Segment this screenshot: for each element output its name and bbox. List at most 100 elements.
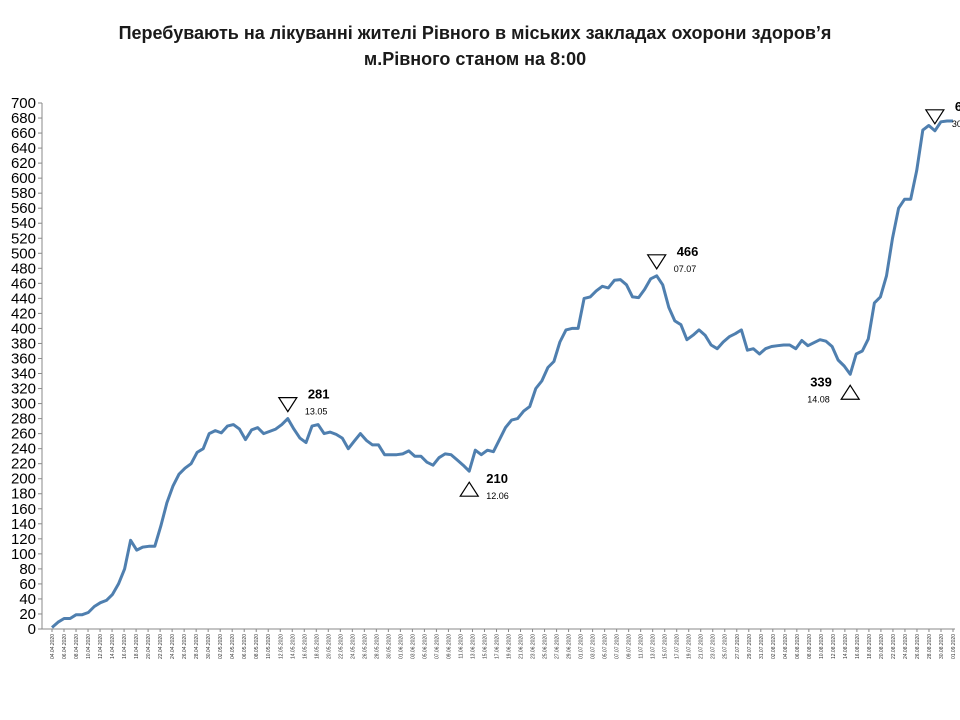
x-tick-label: 08.04.2020 [74,634,80,659]
x-tick-label: 09.06.2020 [446,634,452,659]
chart-axes [41,103,955,630]
x-tick-label: 30.04.2020 [206,634,212,659]
y-tick-label: 400 [11,320,36,337]
y-tick-label: 260 [11,426,36,443]
x-tick-label: 29.07.2020 [747,634,753,659]
y-axis-ticks: 0204060801001201401601802002202402602803… [11,95,42,638]
peak-marker-icon [277,397,298,413]
x-tick-label: 18.05.2020 [314,634,320,659]
x-tick-label: 08.08.2020 [807,634,813,659]
chart-title-line-2: м.Рівного станом на 8:00 [363,49,587,69]
y-tick-label: 580 [11,185,36,202]
annotation-value: 466 [677,244,699,259]
x-tick-label: 16.08.2020 [855,634,861,659]
x-tick-label: 06.08.2020 [795,634,801,659]
x-tick-label: 25.06.2020 [543,634,549,659]
x-tick-label: 22.05.2020 [338,634,344,659]
x-tick-label: 20.05.2020 [326,634,332,659]
x-tick-label: 23.06.2020 [531,634,537,659]
x-tick-label: 18.04.2020 [134,634,140,659]
x-tick-label: 12.04.2020 [98,634,104,659]
y-tick-label: 680 [11,110,36,127]
x-tick-label: 28.04.2020 [194,634,200,659]
annotations: 281 13.05 210 12.06 466 07.07 339 14.08 676 30.08 [277,99,960,501]
y-tick-label: 160 [11,501,36,518]
y-tick-label: 300 [11,396,36,413]
x-tick-label: 12.08.2020 [831,634,837,659]
x-tick-label: 17.07.2020 [675,634,681,659]
y-tick-label: 440 [11,290,36,307]
x-tick-label: 22.04.2020 [158,634,164,659]
x-tick-label: 26.08.2020 [915,634,921,659]
series-line-group [51,119,953,629]
annotation-value: 210 [486,471,508,486]
annotation-value: 676 [955,99,960,114]
x-tick-label: 30.08.2020 [939,634,945,659]
x-tick-label: 11.06.2020 [458,634,464,659]
annotation-date: 13.05 [305,407,328,417]
x-tick-label: 02.08.2020 [771,634,777,659]
x-tick-label: 10.08.2020 [819,634,825,659]
y-tick-label: 20 [19,606,36,623]
y-tick-label: 360 [11,350,36,367]
y-tick-label: 420 [11,305,36,322]
x-tick-label: 07.06.2020 [434,634,440,659]
x-tick-label: 06.05.2020 [242,634,248,659]
x-tick-label: 26.04.2020 [182,634,188,659]
x-tick-label: 21.06.2020 [519,634,525,659]
x-tick-label: 01.09.2020 [951,634,957,659]
x-tick-label: 24.04.2020 [170,634,176,659]
chart-title: Перебувають на лікуванні жителі Рівного … [0,20,950,72]
x-tick-label: 05.06.2020 [422,634,428,659]
x-tick-label: 08.05.2020 [254,634,260,659]
y-tick-label: 180 [11,486,36,503]
x-tick-label: 01.07.2020 [579,634,585,659]
y-tick-label: 600 [11,170,36,187]
x-axis-ticks: 04.04.2020 06.04.2020 08.04.2020 10.04.2020… [50,629,957,659]
x-tick-label: 15.06.2020 [482,634,488,659]
x-tick-label: 30.05.2020 [386,634,392,659]
x-tick-label: 27.07.2020 [735,634,741,659]
annotation-date: 14.08 [807,394,830,404]
x-tick-label: 09.07.2020 [627,634,633,659]
x-tick-label: 04.05.2020 [230,634,236,659]
y-tick-label: 700 [11,95,36,112]
y-tick-label: 40 [19,591,36,608]
x-tick-label: 28.05.2020 [374,634,380,659]
x-tick-label: 14.05.2020 [290,634,296,659]
x-tick-label: 29.06.2020 [567,634,573,659]
x-tick-label: 04.04.2020 [50,634,56,659]
x-tick-label: 20.04.2020 [146,634,152,659]
x-tick-label: 01.06.2020 [398,634,404,659]
x-tick-label: 26.05.2020 [362,634,368,659]
annotation-value: 339 [810,374,832,389]
x-tick-label: 10.04.2020 [86,634,92,659]
x-tick-label: 19.07.2020 [687,634,693,659]
x-tick-label: 17.06.2020 [494,634,500,659]
y-tick-label: 100 [11,546,36,563]
y-tick-label: 0 [28,621,36,638]
y-tick-label: 480 [11,260,36,277]
x-tick-label: 12.05.2020 [278,634,284,659]
y-tick-label: 240 [11,441,36,458]
x-tick-label: 18.08.2020 [867,634,873,659]
x-tick-label: 15.07.2020 [663,634,669,659]
x-tick-label: 04.08.2020 [783,634,789,659]
x-tick-label: 05.07.2020 [603,634,609,659]
y-tick-label: 560 [11,200,36,217]
y-tick-label: 460 [11,275,36,292]
annotation-date: 30.08 [952,119,960,129]
y-tick-label: 540 [11,215,36,232]
y-tick-label: 140 [11,516,36,533]
series-line [51,119,953,629]
y-tick-label: 280 [11,411,36,428]
y-tick-label: 380 [11,335,36,352]
y-tick-label: 120 [11,531,36,548]
x-tick-label: 13.06.2020 [470,634,476,659]
x-tick-label: 16.05.2020 [302,634,308,659]
x-tick-label: 24.08.2020 [903,634,909,659]
x-tick-label: 14.08.2020 [843,634,849,659]
peak-marker-icon [924,109,945,125]
x-tick-label: 20.08.2020 [879,634,885,659]
